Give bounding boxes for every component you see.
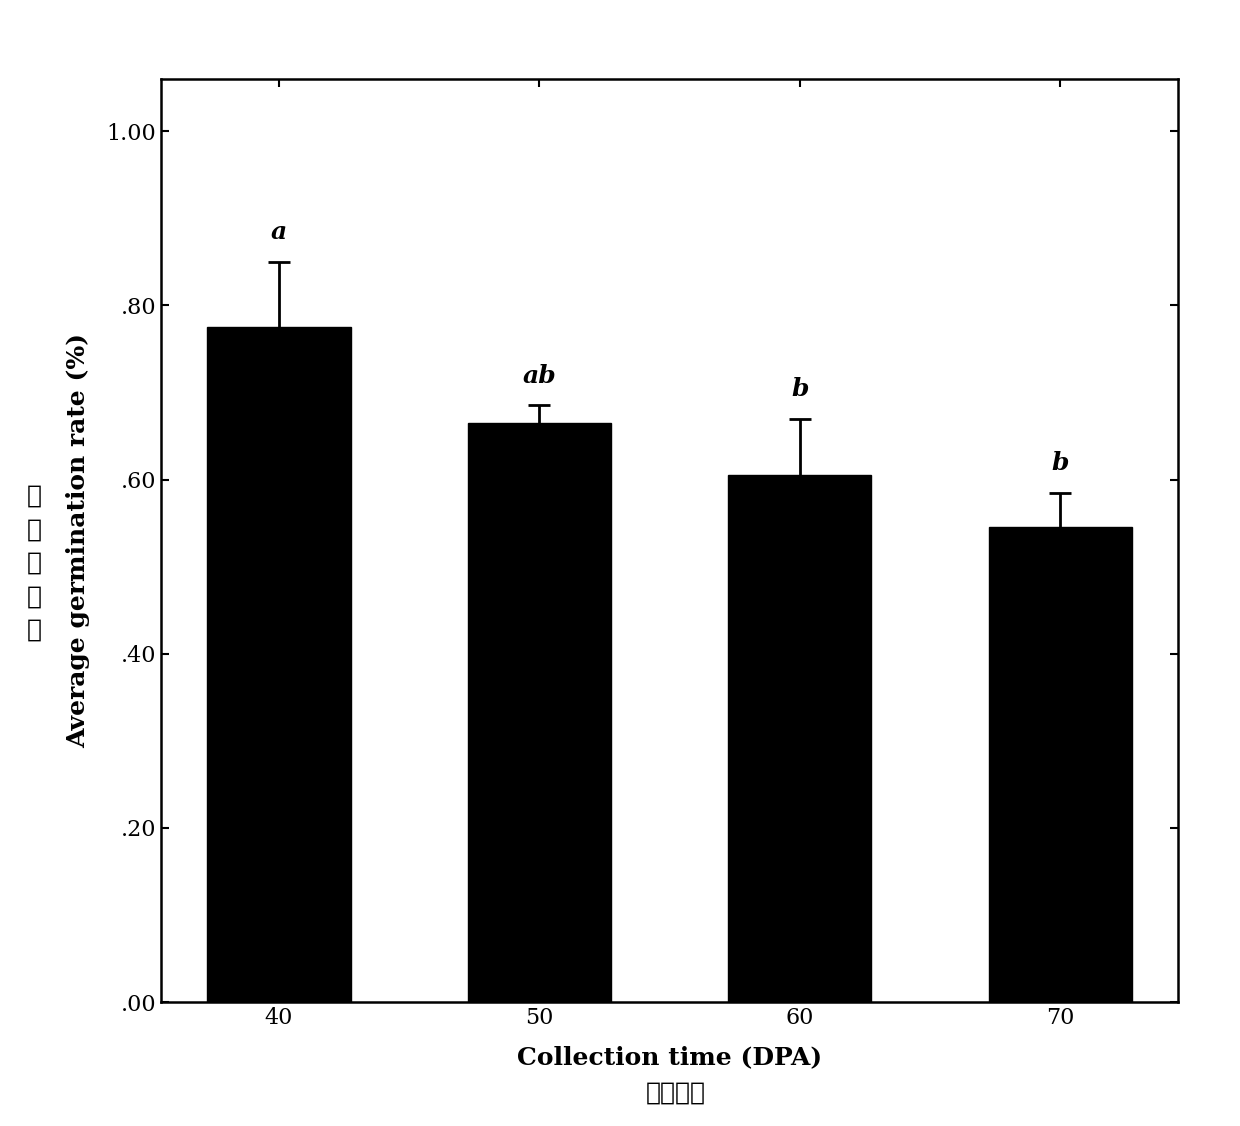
Bar xyxy=(988,527,1132,1002)
Text: ab: ab xyxy=(522,364,557,388)
Text: b: b xyxy=(791,377,808,401)
Text: 平
均
发
芽
率: 平 均 发 芽 率 xyxy=(27,484,42,642)
Text: a: a xyxy=(270,221,288,244)
Bar xyxy=(728,475,872,1002)
Bar xyxy=(467,423,611,1002)
X-axis label: Collection time (DPA): Collection time (DPA) xyxy=(517,1046,822,1070)
Text: 采集时间: 采集时间 xyxy=(646,1080,706,1105)
Text: b: b xyxy=(1052,452,1069,475)
Y-axis label: Average germination rate (%): Average germination rate (%) xyxy=(66,333,91,748)
Bar xyxy=(207,327,351,1002)
